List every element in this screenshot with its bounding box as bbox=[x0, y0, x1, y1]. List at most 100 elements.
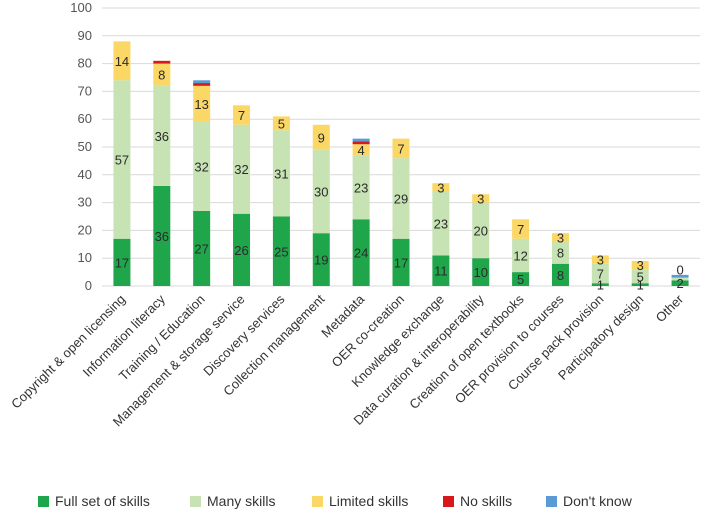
bar-segment bbox=[352, 138, 370, 142]
legend-label: Many skills bbox=[207, 493, 276, 509]
y-tick-label: 40 bbox=[78, 167, 92, 182]
bar-segment bbox=[153, 60, 171, 64]
data-label: 25 bbox=[274, 244, 288, 259]
bar-segment bbox=[233, 213, 251, 286]
y-tick-label: 30 bbox=[78, 195, 92, 210]
y-tick-label: 80 bbox=[78, 56, 92, 71]
data-label: 36 bbox=[155, 129, 169, 144]
y-tick-label: 20 bbox=[78, 222, 92, 237]
bar-segment bbox=[631, 260, 649, 270]
bar-segment bbox=[153, 63, 171, 86]
legend-label: Don't know bbox=[563, 493, 632, 509]
bar-segment bbox=[193, 121, 211, 211]
data-label: 4 bbox=[358, 143, 365, 158]
data-label: 3 bbox=[557, 230, 564, 245]
y-tick-label: 70 bbox=[78, 83, 92, 98]
bar-segment bbox=[512, 272, 530, 286]
bar-segment bbox=[551, 233, 569, 242]
data-label: 20 bbox=[473, 223, 487, 238]
data-label: 12 bbox=[513, 248, 527, 263]
data-label: 31 bbox=[274, 166, 288, 181]
bar-segment bbox=[432, 183, 450, 192]
bar-segment bbox=[233, 105, 251, 125]
legend-item: Many skills bbox=[190, 493, 275, 509]
data-label: 36 bbox=[155, 229, 169, 244]
bar-segment bbox=[472, 194, 490, 203]
data-label: 1 bbox=[597, 278, 604, 293]
data-label: 26 bbox=[234, 243, 248, 258]
data-label: 8 bbox=[557, 246, 564, 261]
bar-segment bbox=[472, 202, 490, 259]
bar-segment bbox=[671, 277, 689, 281]
bar-segment bbox=[432, 255, 450, 286]
data-label: 23 bbox=[354, 180, 368, 195]
bar-segment bbox=[352, 141, 370, 145]
bar-segment bbox=[671, 280, 689, 286]
y-tick-label: 60 bbox=[78, 111, 92, 126]
bar-segment bbox=[352, 155, 370, 220]
data-label: 3 bbox=[437, 180, 444, 195]
bar-segment bbox=[193, 210, 211, 286]
bar-segment bbox=[153, 85, 171, 186]
bar-segment bbox=[113, 80, 131, 239]
legend-item: Limited skills bbox=[312, 493, 408, 509]
bar-segment bbox=[512, 219, 530, 239]
data-label: 29 bbox=[394, 191, 408, 206]
bar-segment bbox=[392, 138, 410, 159]
bar-segment bbox=[272, 216, 290, 286]
data-label: 3 bbox=[477, 191, 484, 206]
legend-swatch bbox=[443, 495, 454, 507]
data-label: 30 bbox=[314, 184, 328, 199]
data-label: 8 bbox=[557, 268, 564, 283]
data-label: 3 bbox=[637, 258, 644, 273]
data-label: 7 bbox=[597, 266, 604, 281]
data-label: 9 bbox=[318, 130, 325, 145]
x-category-label: OER co-creation bbox=[329, 292, 408, 371]
bar-segment bbox=[113, 41, 131, 81]
data-label: 7 bbox=[517, 222, 524, 237]
bar-segment bbox=[591, 283, 609, 286]
bar-segment bbox=[631, 269, 649, 284]
y-tick-label: 90 bbox=[78, 28, 92, 43]
data-label: 2 bbox=[676, 276, 683, 291]
data-label: 17 bbox=[115, 255, 129, 270]
legend-label: No skills bbox=[460, 493, 513, 509]
bar-segment bbox=[512, 238, 530, 273]
legend-label: Limited skills bbox=[329, 493, 409, 509]
chart-legend: Full set of skills Many skills Limited ski… bbox=[0, 493, 709, 517]
data-label: 57 bbox=[115, 153, 129, 168]
data-label: 7 bbox=[397, 141, 404, 156]
bar-segment bbox=[193, 85, 211, 122]
bar-segment bbox=[551, 263, 569, 286]
data-label: 5 bbox=[637, 269, 644, 284]
bar-segment bbox=[312, 124, 330, 150]
data-label: 23 bbox=[434, 216, 448, 231]
bar-segment bbox=[233, 124, 251, 214]
y-axis-ticks: 0 10 20 30 40 50 60 70 80 90 100 bbox=[70, 0, 92, 293]
bar-segment bbox=[392, 238, 410, 286]
bar-segment bbox=[272, 130, 290, 217]
bar-segment bbox=[352, 144, 370, 156]
data-label: 19 bbox=[314, 253, 328, 268]
data-label: 5 bbox=[278, 116, 285, 131]
data-label: 5 bbox=[517, 272, 524, 287]
data-label: 13 bbox=[194, 97, 208, 112]
data-label: 7 bbox=[238, 108, 245, 123]
legend-item: Don't know bbox=[546, 493, 632, 509]
bar-segment bbox=[591, 263, 609, 284]
bar-segment bbox=[432, 191, 450, 256]
bar-segment bbox=[631, 283, 649, 286]
data-label: 1 bbox=[637, 278, 644, 293]
y-tick-label: 100 bbox=[70, 0, 92, 15]
data-label: 14 bbox=[115, 54, 129, 69]
data-label: 24 bbox=[354, 246, 368, 261]
bars bbox=[113, 41, 689, 286]
data-label: 32 bbox=[194, 159, 208, 174]
bar-segment bbox=[671, 274, 689, 278]
data-label: 17 bbox=[394, 255, 408, 270]
bar-segment bbox=[193, 83, 211, 86]
legend-item: No skills bbox=[443, 493, 512, 509]
bar-segment bbox=[272, 116, 290, 131]
